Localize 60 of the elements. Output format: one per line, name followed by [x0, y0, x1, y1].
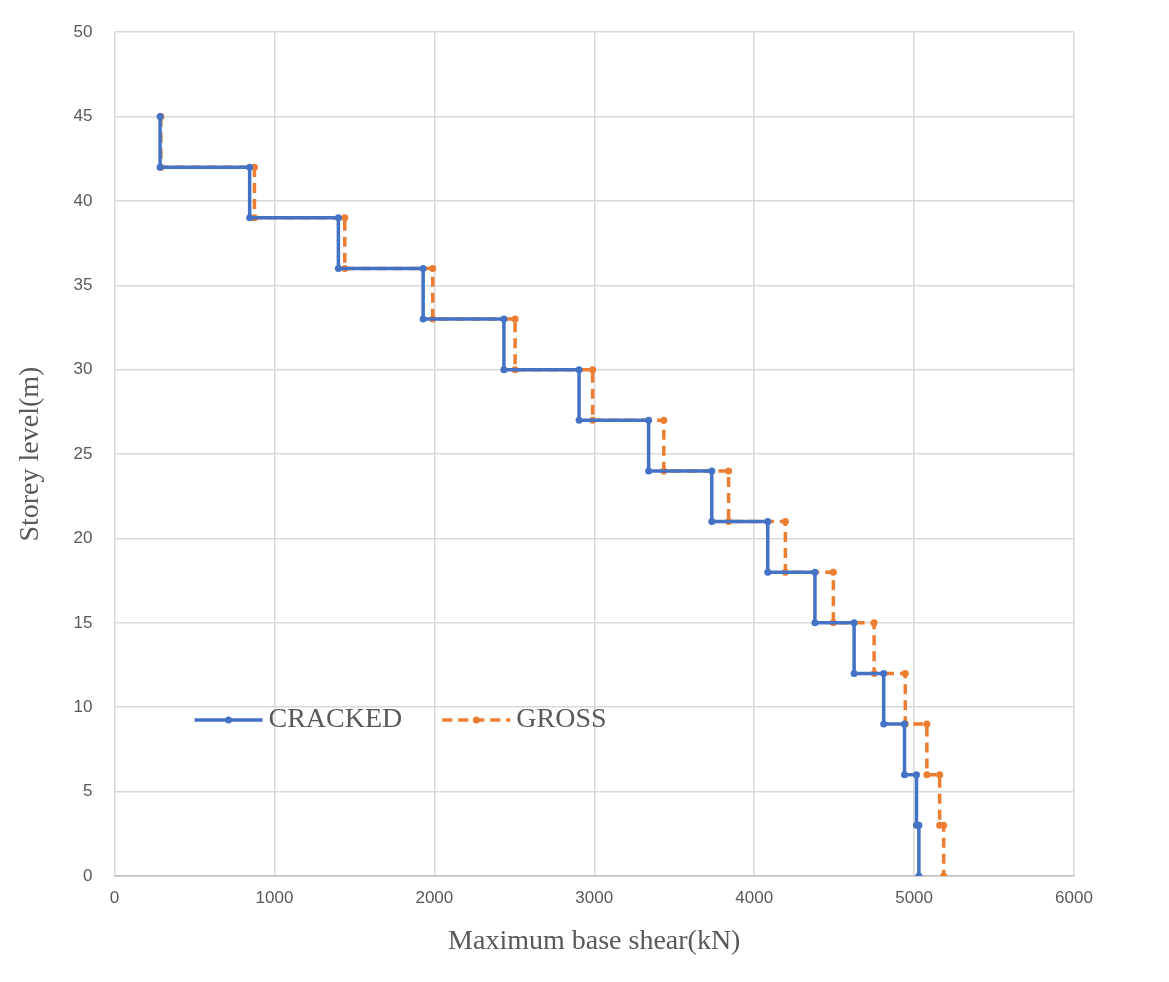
- point: [334, 214, 342, 222]
- point: [708, 518, 716, 526]
- y-tick-label: 35: [73, 275, 93, 295]
- point: [936, 771, 944, 779]
- point: [645, 416, 653, 424]
- x-tick-label: 3000: [575, 887, 614, 907]
- y-tick-label: 25: [73, 443, 93, 463]
- point: [589, 366, 597, 374]
- point: [880, 669, 888, 677]
- point: [575, 366, 583, 374]
- point: [901, 669, 909, 677]
- point: [511, 315, 519, 323]
- legend-label: CRACKED: [268, 702, 403, 734]
- point: [708, 467, 716, 475]
- y-tick-label: 40: [73, 190, 93, 210]
- y-tick-label: 30: [73, 359, 93, 379]
- point: [850, 669, 858, 677]
- x-axis-title: Maximum base shear(kN): [448, 923, 741, 955]
- point: [781, 518, 789, 526]
- point: [645, 467, 653, 475]
- x-tick-label: 0: [109, 887, 120, 907]
- x-tick-label: 6000: [1055, 887, 1093, 907]
- y-tick-label: 20: [73, 528, 93, 548]
- point: [500, 315, 508, 323]
- x-tick-label: 5000: [895, 887, 933, 907]
- point: [940, 821, 948, 829]
- point: [500, 366, 508, 374]
- point: [419, 264, 427, 272]
- point: [880, 720, 888, 728]
- y-tick-label: 5: [83, 781, 93, 801]
- y-tick-label: 0: [83, 865, 93, 885]
- point: [575, 416, 583, 424]
- point: [660, 416, 668, 424]
- point: [246, 214, 254, 222]
- point: [764, 568, 772, 576]
- x-tick-label: 2000: [415, 887, 454, 907]
- point: [829, 568, 837, 576]
- y-tick-label: 50: [73, 21, 93, 41]
- point: [850, 619, 858, 627]
- point: [419, 315, 427, 323]
- point: [334, 264, 342, 272]
- y-axis-title: Storey level(m): [13, 366, 45, 542]
- point: [923, 771, 931, 779]
- point: [870, 619, 878, 627]
- point: [811, 568, 819, 576]
- point: [764, 518, 772, 526]
- point: [811, 619, 819, 627]
- y-tick-label: 15: [73, 612, 93, 632]
- point: [429, 264, 437, 272]
- x-tick-label: 4000: [735, 887, 774, 907]
- point: [246, 163, 254, 171]
- x-tick-label: 1000: [255, 887, 294, 907]
- point: [900, 771, 908, 779]
- point: [341, 214, 349, 222]
- legend-label: GROSS: [516, 702, 607, 734]
- y-tick-label: 10: [73, 696, 93, 716]
- point: [725, 467, 733, 475]
- point: [912, 771, 920, 779]
- y-tick-label: 45: [73, 106, 93, 126]
- point: [923, 720, 931, 728]
